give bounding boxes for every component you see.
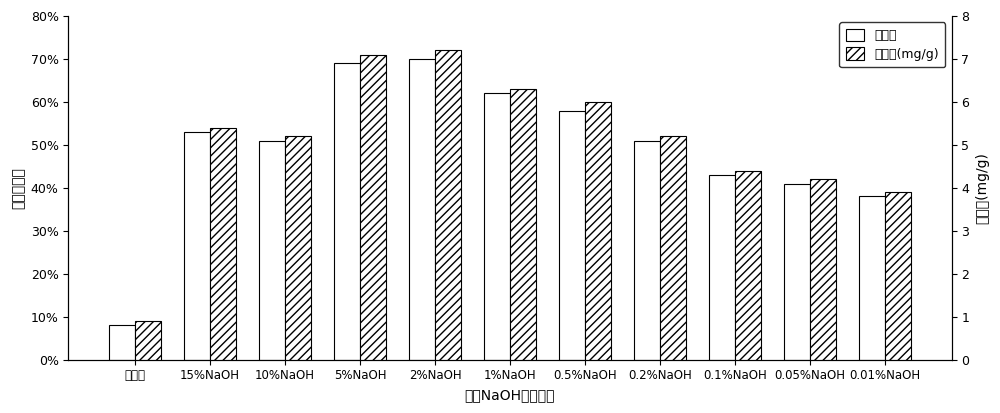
Bar <box>735 171 761 360</box>
Bar <box>784 183 810 360</box>
X-axis label: 改性NaOH质量浓度: 改性NaOH质量浓度 <box>465 388 555 402</box>
Bar <box>559 111 585 360</box>
Bar <box>435 50 461 360</box>
Bar <box>259 141 285 360</box>
Bar <box>109 325 135 360</box>
Bar <box>709 175 735 360</box>
Bar <box>360 55 386 360</box>
Bar <box>135 321 161 360</box>
Bar <box>334 63 360 360</box>
Bar <box>484 93 510 360</box>
Y-axis label: 氨氮去除率: 氨氮去除率 <box>11 167 25 209</box>
Bar <box>660 136 686 360</box>
Bar <box>810 179 836 360</box>
Bar <box>285 136 311 360</box>
Bar <box>585 102 611 360</box>
Bar <box>634 141 660 360</box>
Bar <box>210 128 236 360</box>
Bar <box>184 132 210 360</box>
Legend: 去除率, 吸附量(mg/g): 去除率, 吸附量(mg/g) <box>839 22 945 67</box>
Bar <box>885 192 911 360</box>
Y-axis label: 吸附量(mg/g): 吸附量(mg/g) <box>975 152 989 224</box>
Bar <box>510 89 536 360</box>
Bar <box>859 197 885 360</box>
Bar <box>409 59 435 360</box>
